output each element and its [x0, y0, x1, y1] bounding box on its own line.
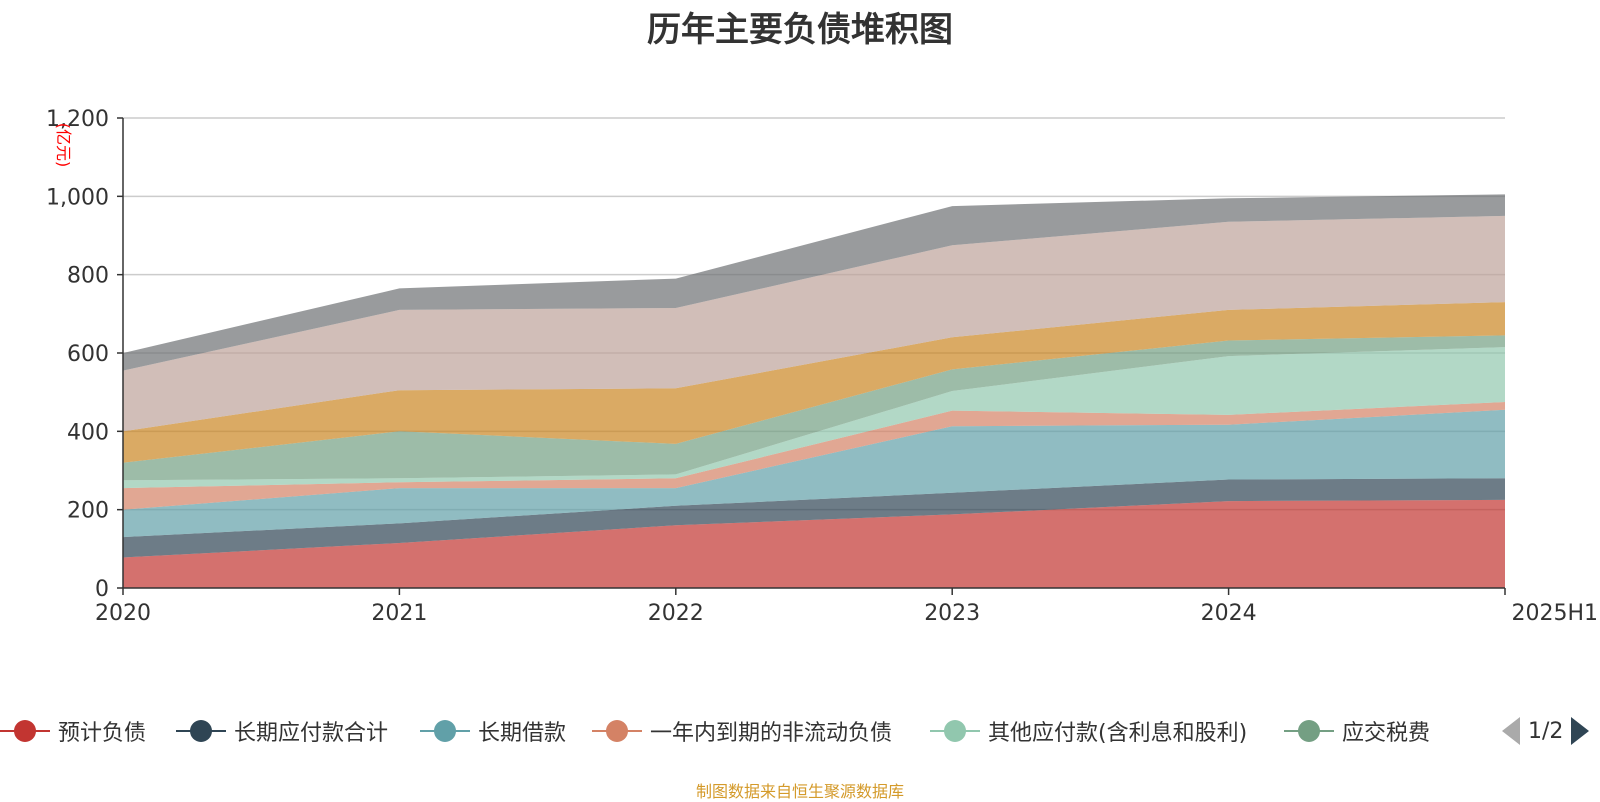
legend-label: 其他应付款(含利息和股利)	[988, 721, 1248, 746]
area-series-6	[123, 302, 1505, 463]
x-tick-label: 2022	[648, 601, 704, 626]
area-series-5	[123, 335, 1505, 481]
y-tick-label: 400	[67, 420, 109, 445]
legend: 预计负债 长期应付款合计 长期借款 一年内到期的非流动负债 其他应付款(含利息和…	[0, 713, 1600, 749]
area-series-7	[123, 215, 1505, 432]
x-tick-label: 2023	[924, 601, 980, 626]
legend-item-taxes-payable[interactable]: 应交税费	[1284, 713, 1430, 749]
legend-prev-page-icon[interactable]	[1502, 717, 1520, 745]
legend-marker-icon	[176, 719, 226, 743]
legend-item-provisions[interactable]: 预计负债	[0, 713, 146, 749]
y-tick-label: 600	[67, 342, 109, 367]
y-axis-unit-label: (亿元)	[54, 123, 73, 168]
x-tick-label: 2024	[1201, 601, 1257, 626]
legend-page-indicator: 1/2	[1528, 718, 1564, 744]
legend-marker-icon	[592, 719, 642, 743]
area-series-layer	[123, 194, 1505, 588]
legend-item-other-payables[interactable]: 其他应付款(含利息和股利)	[930, 713, 1247, 749]
y-tick-label: 200	[67, 499, 109, 524]
legend-marker-icon	[420, 719, 470, 743]
legend-label: 长期应付款合计	[234, 721, 389, 746]
y-tick-label: 800	[67, 264, 109, 289]
area-series-1	[123, 478, 1505, 558]
area-series-0	[123, 499, 1505, 588]
legend-marker-icon	[0, 719, 50, 743]
y-tick-label: 0	[95, 577, 109, 602]
chart-title: 历年主要负债堆积图	[647, 10, 953, 50]
area-series-8	[123, 194, 1505, 371]
legend-item-long-term-loans[interactable]: 长期借款	[420, 713, 566, 749]
x-tick-label: 2021	[371, 601, 427, 626]
legend-next-page-icon[interactable]	[1571, 717, 1590, 745]
area-series-2	[123, 409, 1505, 538]
legend-item-long-term-payables[interactable]: 长期应付款合计	[176, 713, 388, 749]
axes: 0 200 400 600 800 1,000 1,200 2020 2021 2022 2023 2…	[46, 107, 1598, 626]
x-tick-label: 2025H1	[1511, 601, 1598, 626]
legend-label: 一年内到期的非流动负债	[650, 721, 893, 746]
legend-marker-icon	[930, 719, 980, 743]
legend-label: 应交税费	[1342, 721, 1431, 746]
area-series-4	[123, 347, 1505, 489]
legend-pager: 1/2	[1502, 716, 1590, 746]
data-source-note: 制图数据来自恒生聚源数据库	[695, 782, 904, 801]
y-tick-label: 1,000	[46, 185, 109, 210]
legend-label: 长期借款	[478, 721, 567, 746]
x-tick-label: 2020	[95, 601, 151, 626]
legend-item-current-portion-noncurrent-liabilities[interactable]: 一年内到期的非流动负债	[592, 713, 892, 749]
legend-label: 预计负债	[58, 721, 147, 746]
y-tick-label: 1,200	[46, 107, 109, 132]
area-series-3	[123, 402, 1505, 510]
legend-marker-icon	[1284, 719, 1334, 743]
